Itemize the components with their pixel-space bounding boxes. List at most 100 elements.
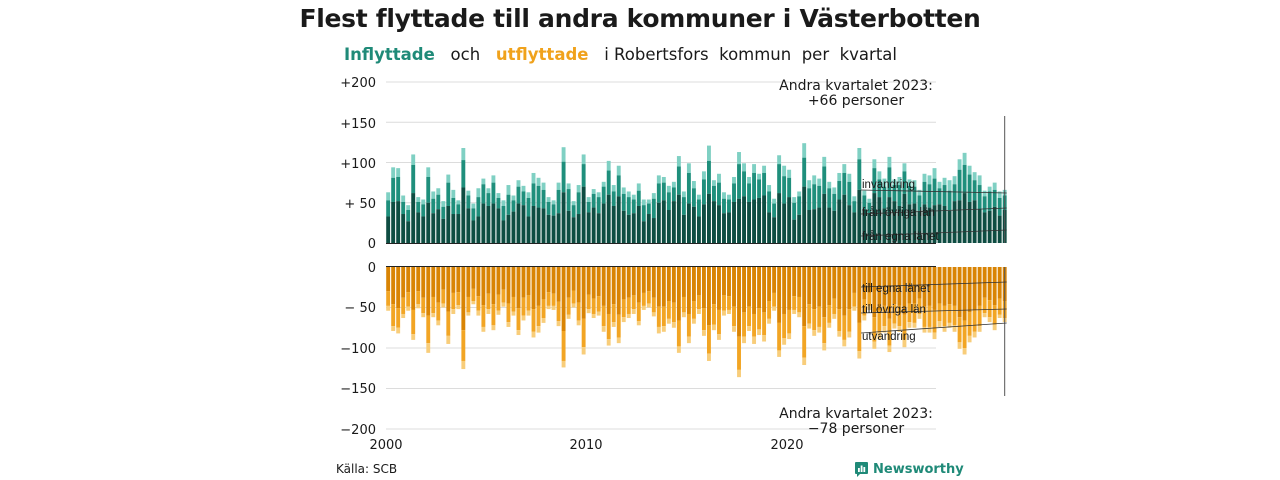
bar-in-ovriga [837, 181, 842, 200]
bar-out-egna [676, 267, 681, 321]
bar-out-ovriga [962, 320, 967, 348]
bar-in-ovriga [596, 197, 601, 214]
bar-in-ovriga [526, 197, 531, 217]
bar-out-utvandring [817, 326, 822, 333]
bar-out-ovriga [717, 309, 721, 335]
bar-out-utvandring [511, 311, 516, 316]
bar-in-ovriga [782, 176, 787, 204]
bar-in-invandring [686, 163, 691, 173]
bar-out-ovriga [897, 305, 902, 327]
bar-in-egna [907, 204, 912, 243]
bar-in-egna [491, 203, 496, 243]
bar-out-egna [486, 267, 491, 294]
bar-out-egna [802, 267, 807, 327]
bar-in-invandring [561, 147, 566, 162]
bar-in-invandring [441, 201, 446, 207]
bar-out-egna [686, 267, 691, 314]
bar-in-invandring [817, 178, 822, 186]
bar-out-ovriga [546, 292, 551, 306]
bar-in-ovriga [496, 197, 501, 209]
bar-out-egna [767, 267, 772, 302]
bar-out-egna [927, 267, 932, 306]
bar-in-egna [927, 207, 932, 243]
bar-out-ovriga [536, 305, 541, 327]
bar-in-ovriga [616, 175, 621, 197]
bar-out-ovriga [431, 296, 436, 314]
bar-in-ovriga [797, 196, 802, 215]
bar-in-egna [516, 203, 521, 243]
bar-in-ovriga [396, 176, 401, 202]
bar-in-invandring [646, 199, 651, 204]
bar-in-egna [566, 210, 571, 243]
bar-out-utvandring [486, 309, 491, 314]
bar-in-egna [541, 208, 546, 243]
bar-out-egna [792, 267, 797, 297]
bar-out-ovriga [451, 292, 456, 310]
bar-in-ovriga [827, 188, 832, 208]
bar-out-ovriga [686, 313, 691, 337]
bar-out-utvandring [616, 337, 621, 344]
bar-in-egna [887, 197, 892, 243]
bar-in-invandring [491, 175, 496, 183]
bar-out-egna [656, 267, 661, 307]
bar-in-egna [882, 208, 887, 243]
bar-out-ovriga [551, 293, 556, 306]
bar-in-egna [606, 194, 611, 243]
bar-in-invandring [581, 154, 586, 165]
bar-out-ovriga [762, 312, 767, 336]
bar-out-egna [566, 267, 571, 298]
bar-out-utvandring [912, 322, 917, 328]
bar-in-ovriga [792, 202, 797, 220]
bar-in-invandring [476, 188, 481, 198]
bar-out-egna [707, 267, 711, 326]
bar-in-ovriga [591, 193, 596, 208]
bar-out-ovriga [476, 296, 481, 311]
bar-in-egna [862, 209, 867, 243]
bar-in-ovriga [777, 164, 782, 194]
bar-in-ovriga [927, 184, 932, 208]
bar-out-egna [386, 267, 391, 292]
bar-out-ovriga [526, 295, 531, 311]
bar-in-invandring [626, 191, 631, 198]
bar-out-ovriga [892, 304, 897, 324]
bar-out-ovriga [827, 305, 832, 323]
bar-out-egna [962, 267, 967, 321]
bar-out-ovriga [676, 320, 681, 347]
bar-out-ovriga [757, 308, 762, 330]
bar-in-egna [436, 209, 441, 243]
bar-out-ovriga [932, 309, 937, 333]
bar-in-invandring [997, 191, 1002, 198]
bar-out-utvandring [446, 335, 451, 344]
bar-out-egna [421, 267, 426, 298]
bar-in-egna [426, 202, 431, 243]
bar-in-egna [917, 210, 922, 243]
legend-till-ovriga-lan: till övriga län [862, 304, 926, 316]
grid [386, 81, 936, 430]
bar-out-ovriga [471, 288, 476, 302]
bar-in-ovriga [601, 186, 606, 204]
legend-fran-ovriga-lan: från övriga län [862, 207, 935, 219]
bar-out-utvandring [842, 339, 847, 347]
bar-in-invandring [691, 181, 696, 189]
bar-out-egna [807, 267, 812, 305]
bar-in-egna [396, 201, 401, 243]
bar-out-utvandring [892, 323, 897, 329]
bar-out-utvandring [707, 353, 711, 361]
bar-in-ovriga [962, 164, 967, 194]
bar-in-egna [446, 205, 451, 243]
bar-out-utvandring [636, 321, 641, 326]
bar-in-egna [471, 220, 476, 243]
bar-in-egna [611, 205, 616, 243]
bar-out-egna [877, 267, 882, 310]
bar-out-ovriga [732, 306, 736, 327]
bar-in-invandring [461, 148, 466, 161]
ytick-top: 0 [368, 237, 376, 252]
bar-in-ovriga [917, 195, 922, 211]
bar-out-utvandring [972, 331, 977, 338]
bar-in-egna [501, 220, 506, 243]
bar-in-egna [892, 201, 897, 243]
bar-in-egna [546, 214, 551, 243]
bar-in-ovriga [802, 157, 807, 187]
bar-in-ovriga [701, 179, 706, 205]
bar-out-ovriga [561, 330, 566, 361]
